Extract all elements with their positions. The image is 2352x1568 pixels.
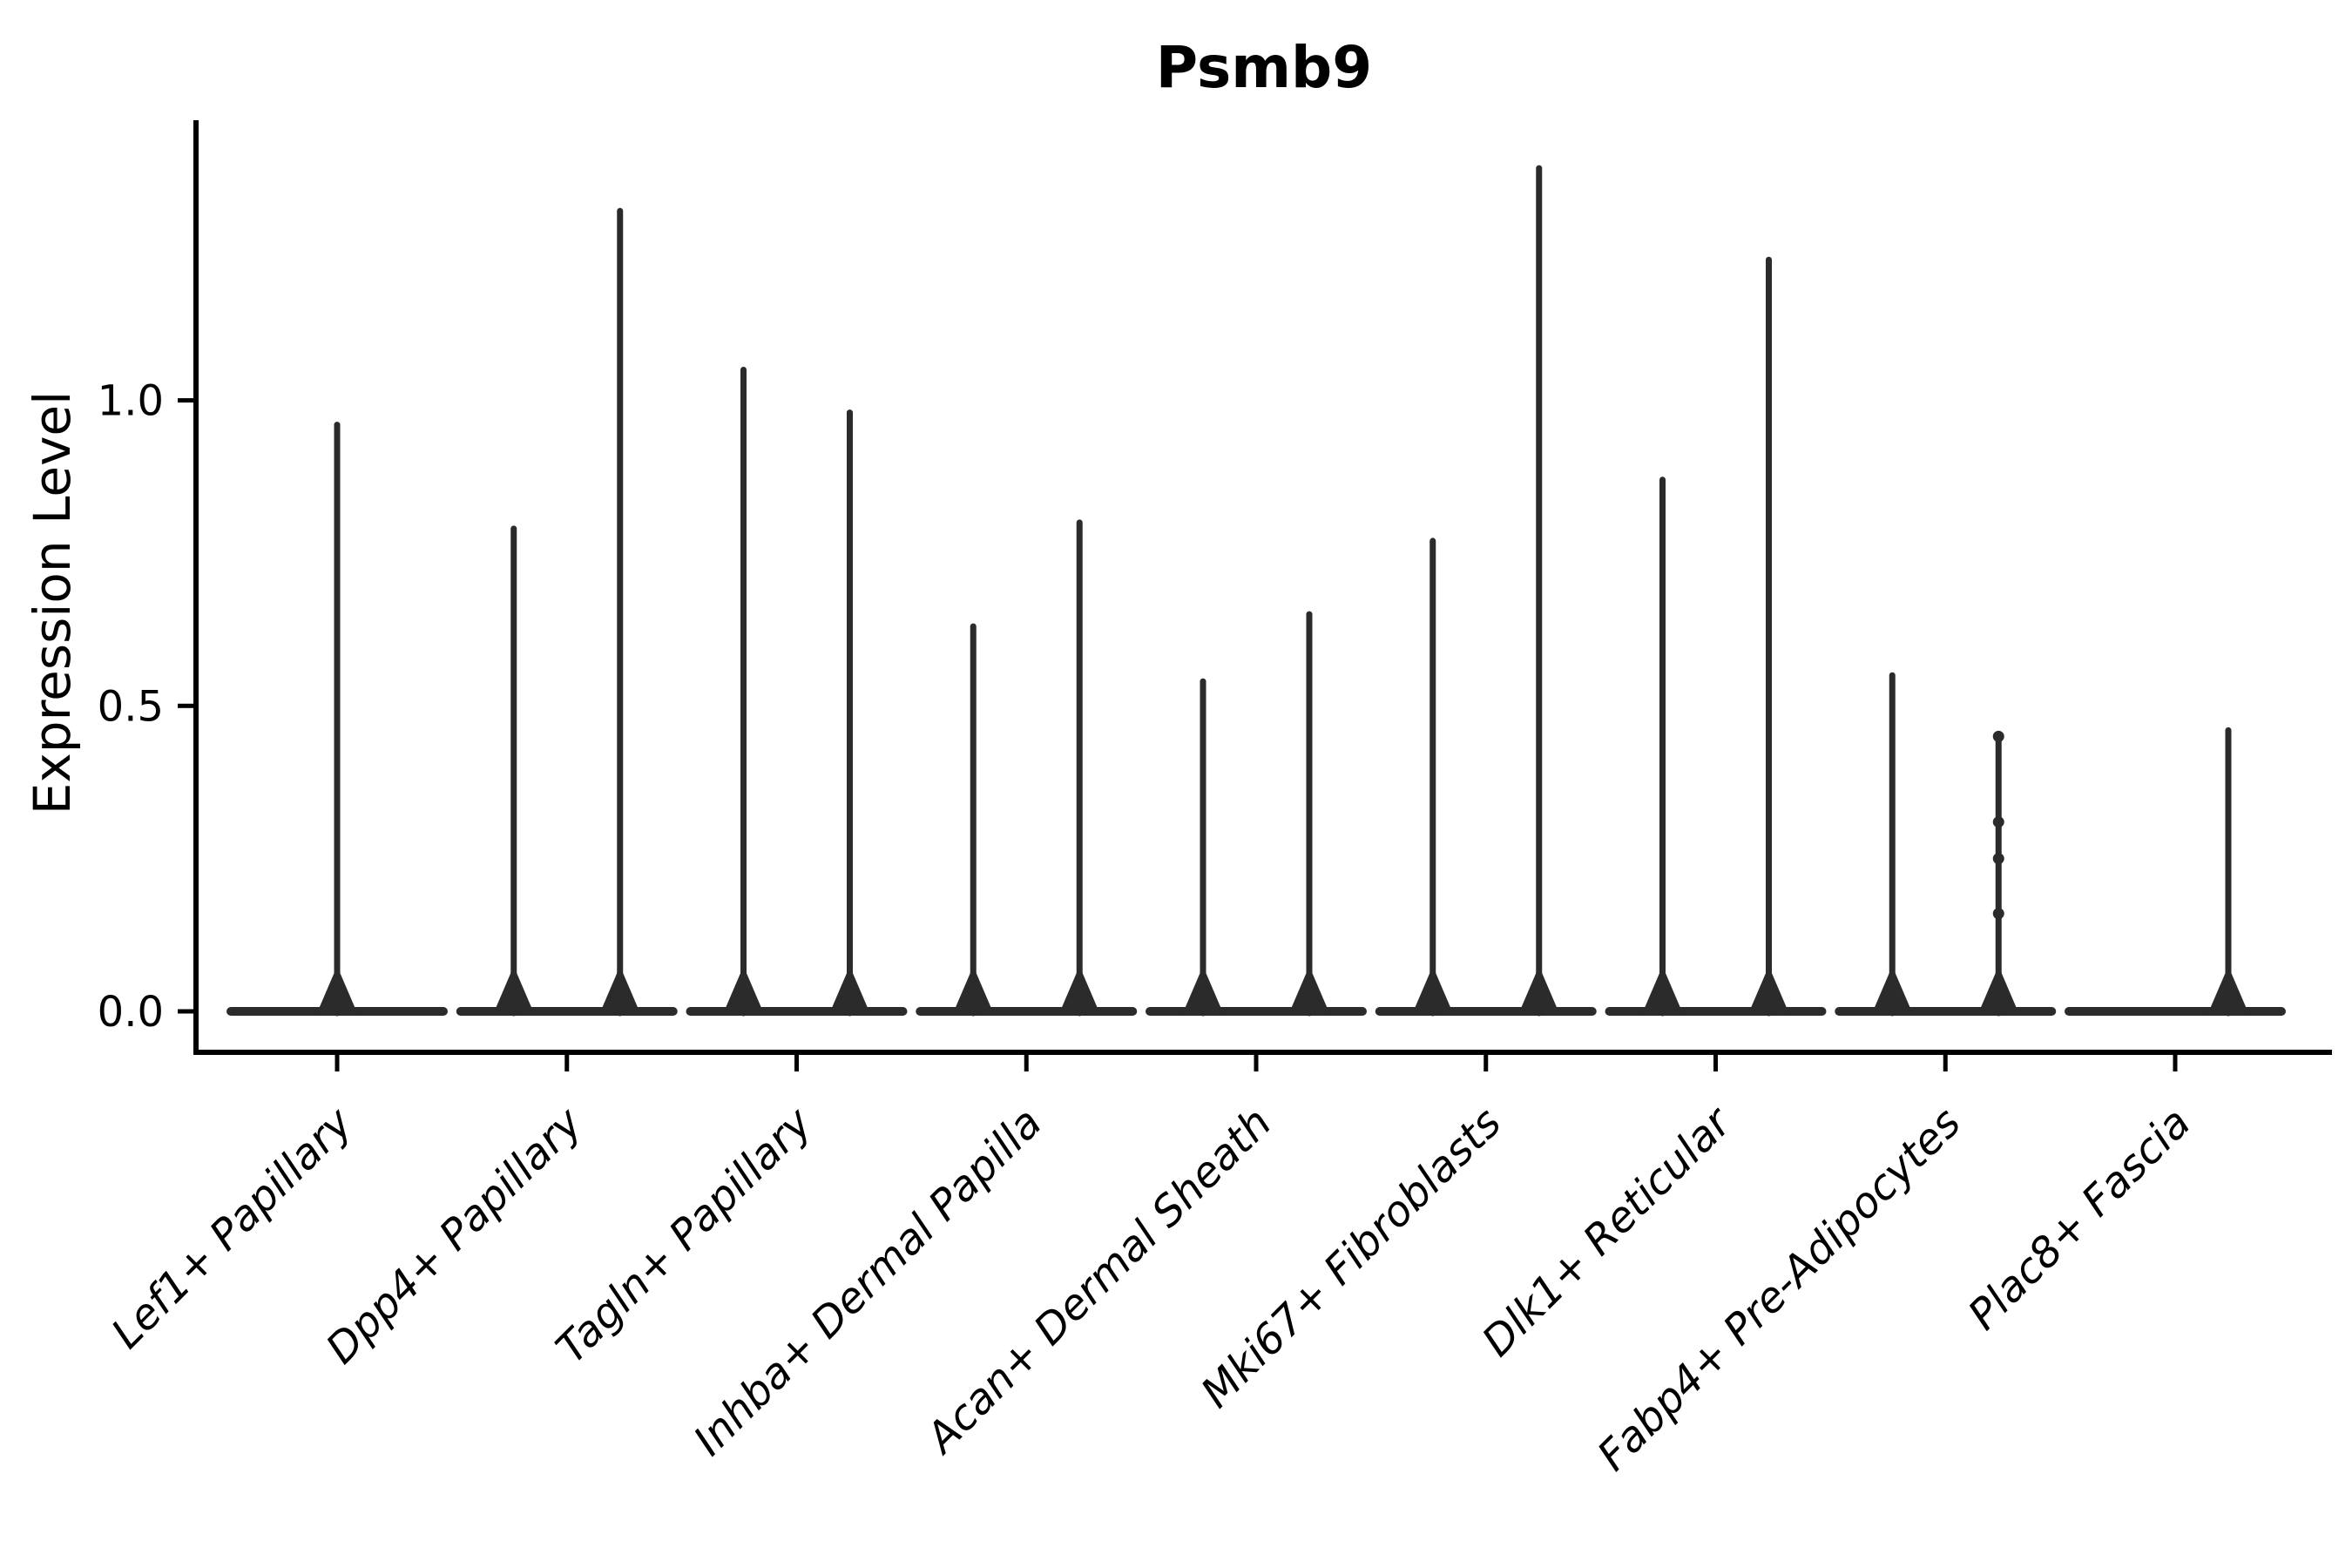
y-tick-mark (178, 1009, 193, 1014)
violin-tagln-papillary (686, 367, 908, 1017)
x-tick-label-lef1-papillary: Lef1+ Papillary (102, 1098, 362, 1358)
y-tick-mark (178, 703, 193, 708)
x-tick-mark (794, 1055, 799, 1071)
chart-title: Psmb9 (1156, 34, 1372, 101)
violin-dpp4-papillary (456, 207, 678, 1017)
y-tick-label: 0.0 (98, 988, 164, 1037)
x-tick-mark (1484, 1055, 1489, 1071)
x-tick-label-fabp4-pre-adipocytes: Fabp4+ Pre-Adipocytes (1588, 1098, 1970, 1481)
cell-jitter-dot (1992, 730, 2004, 742)
y-axis-label: Expression Level (23, 391, 82, 814)
y-axis-spine (193, 120, 199, 1055)
violin-plac8-fascia (2065, 727, 2286, 1017)
y-tick-mark (178, 398, 193, 403)
violins (226, 165, 2286, 1017)
x-tick-mark (1024, 1055, 1029, 1071)
violin-fabp4-pre-adipocytes (1835, 672, 2057, 1017)
y-tick-label: 1.0 (98, 377, 164, 426)
x-tick-label-plac8-fascia: Plac8+ Fascia (1959, 1098, 2200, 1340)
x-tick-mark (1254, 1055, 1259, 1071)
x-tick-mark (1943, 1055, 1948, 1071)
x-tick-mark (335, 1055, 340, 1071)
x-tick-mark (1713, 1055, 1718, 1071)
x-tick-mark (564, 1055, 570, 1071)
x-tick-label-dlk1-reticular: Dlk1+ Reticular (1473, 1097, 1743, 1367)
violin-acan-dermal-sheath (1146, 611, 1367, 1017)
cell-jitter-dot (1992, 853, 2004, 865)
x-tick-label-tagln-papillary: Tagln+ Papillary (547, 1098, 822, 1373)
violin-lef1-papillary (226, 422, 448, 1017)
x-axis-spine (193, 1050, 2332, 1055)
x-tick-label-dpp4-papillary: Dpp4+ Papillary (317, 1098, 592, 1373)
y-tick-label: 0.5 (98, 682, 164, 731)
violin-dlk1-reticular (1605, 256, 1827, 1017)
y-axis-ticks: 0.0 0.5 1.0 (98, 377, 193, 1037)
cell-jitter-dot (1992, 816, 2004, 828)
cell-jitter-dot (1992, 908, 2004, 920)
x-axis-ticks (335, 1055, 2178, 1071)
violin-inhba-dermal-papilla (916, 519, 1138, 1017)
violin-mki67-fibroblasts (1375, 165, 1597, 1017)
x-tick-mark (2173, 1055, 2178, 1071)
